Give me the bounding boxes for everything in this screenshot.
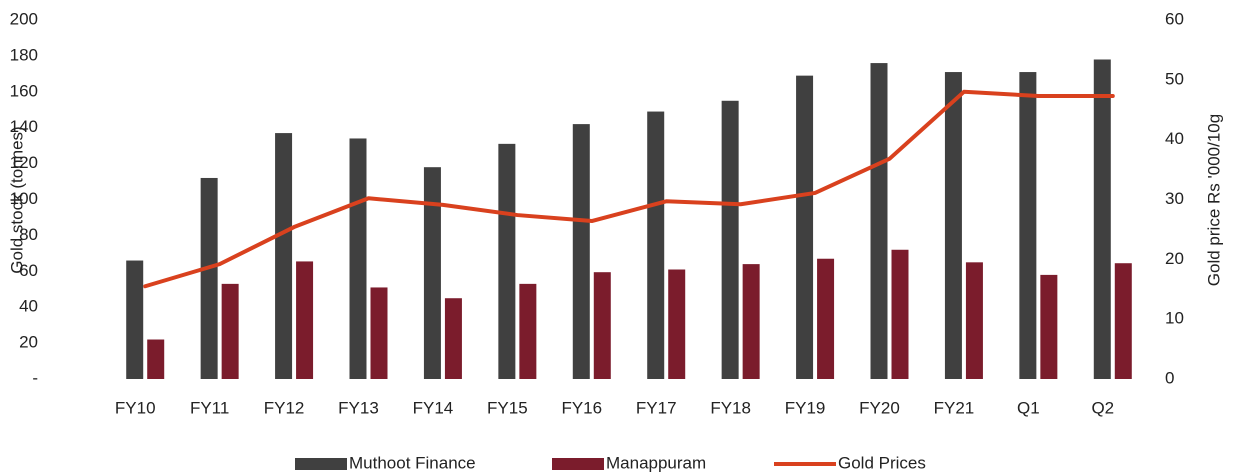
legend-swatch [552,458,604,470]
x-tick-label: Q1 [1017,398,1040,417]
x-tick-label: FY14 [413,398,454,417]
bar [126,260,144,379]
y-tick-label: 120 [10,153,38,172]
x-tick-label: FY11 [190,398,229,417]
bar [965,262,983,379]
x-tick-label: FY17 [636,398,677,417]
y-tick-label: 160 [10,81,38,100]
y2-tick-label: 50 [1165,69,1184,88]
legend-label: Gold Prices [838,453,926,472]
x-tick-label: FY20 [859,398,900,417]
bar [870,63,888,380]
y-tick-label: 180 [10,45,38,64]
bar [1114,263,1132,379]
x-tick-label: FY19 [785,398,826,417]
bar [349,138,367,379]
legend-label: Muthoot Finance [349,453,476,472]
bar [221,283,239,379]
y-tick-label: - [32,368,38,387]
y-axis-label: Gold stock (tonnes) [7,126,26,273]
legend-label: Manappuram [606,453,706,472]
bar [796,75,814,380]
bar [444,298,462,379]
bar [519,283,537,379]
bar [296,261,314,379]
bar [1040,274,1058,379]
x-tick-label: FY16 [561,398,602,417]
bar [742,264,760,379]
y2-tick-label: 60 [1165,9,1184,28]
bar [817,258,835,379]
bar [647,111,665,380]
x-tick-label: FY13 [338,398,379,417]
y2-tick-label: 30 [1165,189,1184,208]
bar [498,143,516,379]
bar [275,133,293,379]
bar [944,72,962,380]
bar [721,100,739,380]
y-tick-label: 40 [19,297,38,316]
bar [147,339,165,379]
x-tick-label: FY15 [487,398,528,417]
x-tick-label: FY21 [934,398,975,417]
y-tick-label: 60 [19,261,38,280]
bar [1093,59,1111,380]
x-tick-label: FY12 [264,398,305,417]
x-tick-label: FY10 [115,398,156,417]
x-tick-label: Q2 [1091,398,1114,417]
bar [593,272,611,379]
bar [668,269,686,379]
y-tick-label: 20 [19,333,38,352]
bar [572,124,590,379]
bar [891,249,909,379]
y2-axis-label: Gold price Rs '000/10g [1204,114,1223,286]
y-tick-label: 100 [10,189,38,208]
bar [200,177,218,379]
y2-tick-label: 20 [1165,249,1184,268]
y-tick-label: 80 [19,225,38,244]
line [143,89,1115,289]
y2-tick-label: 40 [1165,129,1184,148]
y2-tick-label: 10 [1165,309,1184,328]
y-tick-label: 140 [10,117,38,136]
y-tick-label: 200 [10,9,38,28]
x-tick-label: FY18 [710,398,751,417]
bar [370,287,388,379]
y2-tick-label: 0 [1165,368,1174,387]
bar [423,167,441,379]
legend-swatch [295,458,347,470]
bar [1019,72,1037,380]
